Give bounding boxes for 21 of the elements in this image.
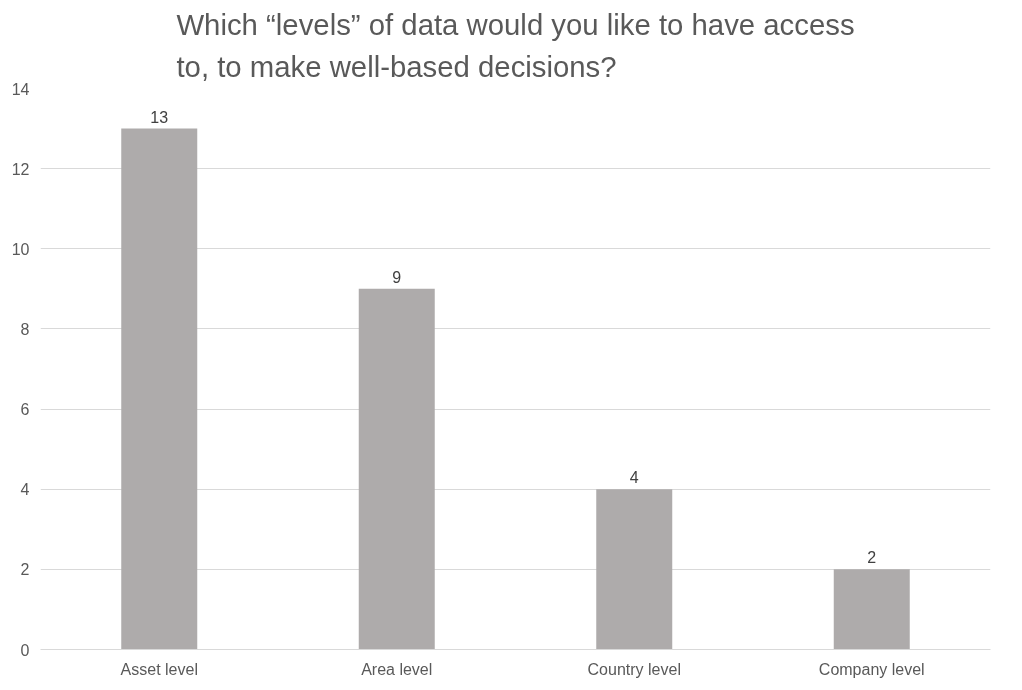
y-tick-label: 8 [20,320,30,338]
data-label: 4 [629,469,639,487]
y-tick-label: 6 [20,401,30,419]
data-label: 13 [150,108,169,126]
x-tick-label: Area level [361,660,433,678]
y-tick-label: 0 [20,641,30,659]
y-tick-label: 4 [20,481,30,499]
bar [358,288,435,650]
bar [596,489,673,650]
y-tick-label: 10 [11,240,30,258]
x-tick-label: Company level [818,660,925,678]
y-tick-label: 2 [20,561,30,579]
bar [121,128,198,650]
data-label: 9 [392,268,402,286]
y-tick-label: 12 [11,160,30,178]
chart-title: Which “levels” of data would you like to have access to, to make well-based decisions? [176,7,855,84]
y-tick-label: 14 [11,80,30,98]
x-tick-label: Country level [587,660,681,678]
bar [833,569,910,650]
x-tick-label: Asset level [120,660,198,678]
data-label: 2 [867,549,877,567]
